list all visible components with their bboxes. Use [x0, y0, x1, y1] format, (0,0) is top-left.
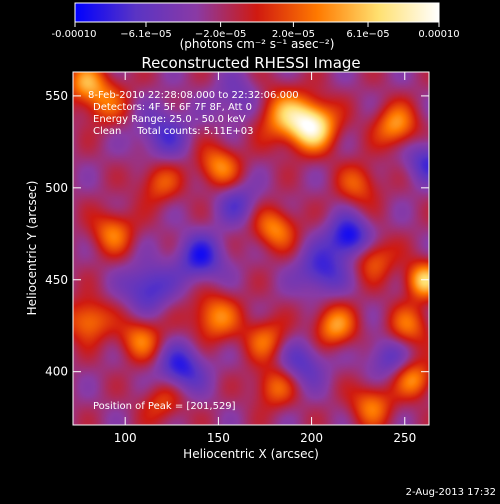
- colorbar-tick-label: 6.1e−05: [346, 29, 389, 40]
- x-tick-label: 250: [393, 431, 416, 445]
- colorbar-tick-label: −2.0e−05: [195, 29, 247, 40]
- y-axis-ticks: 400 450 500 550: [45, 89, 429, 379]
- y-tick-label: 550: [45, 89, 68, 103]
- y-axis-label: Heliocentric Y (arcsec): [25, 181, 39, 316]
- footer-timestamp: 2-Aug-2013 17:32: [406, 487, 496, 498]
- colorbar-tick-label: −6.1e−05: [120, 29, 172, 40]
- chart-title: Reconstructed RHESSI Image: [141, 54, 360, 72]
- annotation-clean-counts: Clean Total counts: 5.11E+03: [93, 126, 253, 137]
- x-axis-label: Heliocentric X (arcsec): [183, 447, 319, 461]
- x-tick-label: 150: [207, 431, 230, 445]
- heatmap-image: [73, 72, 429, 425]
- colorbar-tick-label: 2.0e−05: [272, 29, 315, 40]
- peak-position-label: Position of Peak = [201,529]: [93, 401, 236, 412]
- annotation-time-range: 8-Feb-2010 22:28:08.000 to 22:32:06.000: [88, 90, 299, 101]
- annotation-energy-range: Energy Range: 25.0 - 50.0 keV: [93, 114, 246, 125]
- colorbar-ticks: -0.00010 −6.1e−05 −2.0e−05 2.0e−05 6.1e−05 0.…: [52, 22, 460, 40]
- x-tick-label: 200: [300, 431, 323, 445]
- y-tick-label: 500: [45, 181, 68, 195]
- plot-frame: [72, 71, 430, 426]
- colorbar: [74, 2, 440, 23]
- y-tick-label: 400: [45, 365, 68, 379]
- observation-annotations: 8-Feb-2010 22:28:08.000 to 22:32:06.000 …: [88, 90, 299, 137]
- colorbar-tick-label: 0.00010: [418, 29, 459, 40]
- x-tick-label: 100: [114, 431, 137, 445]
- y-tick-label: 450: [45, 273, 68, 287]
- colorbar-units-label: (photons cm⁻² s⁻¹ asec⁻²): [180, 37, 335, 51]
- x-axis-ticks: 100 150 200 250: [114, 72, 416, 445]
- annotation-detectors: Detectors: 4F 5F 6F 7F 8F, Att 0: [93, 102, 252, 113]
- colorbar-tick-label: -0.00010: [52, 29, 97, 40]
